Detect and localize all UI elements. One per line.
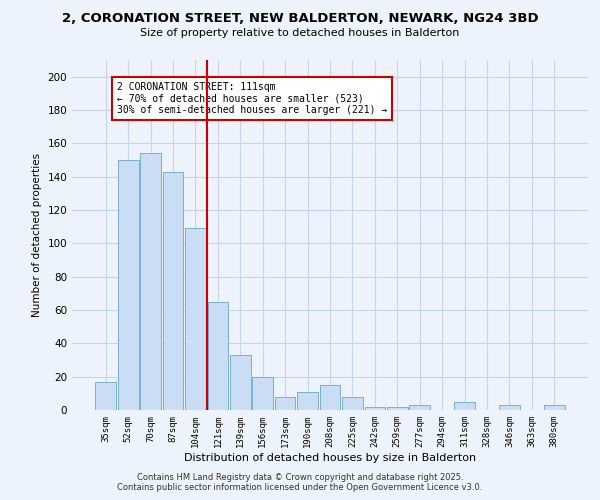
- Bar: [544, 405, 565, 410]
- Bar: [253, 376, 273, 410]
- Text: Size of property relative to detached houses in Balderton: Size of property relative to detached ho…: [140, 28, 460, 38]
- Bar: [95, 382, 116, 410]
- Bar: [185, 228, 206, 410]
- Bar: [208, 302, 228, 410]
- Bar: [320, 385, 340, 410]
- Bar: [499, 405, 520, 410]
- Bar: [409, 405, 430, 410]
- Bar: [297, 392, 318, 410]
- X-axis label: Distribution of detached houses by size in Balderton: Distribution of detached houses by size …: [184, 452, 476, 462]
- Bar: [342, 396, 363, 410]
- Text: Contains HM Land Registry data © Crown copyright and database right 2025.
Contai: Contains HM Land Registry data © Crown c…: [118, 473, 482, 492]
- Bar: [365, 406, 385, 410]
- Bar: [230, 355, 251, 410]
- Y-axis label: Number of detached properties: Number of detached properties: [32, 153, 42, 317]
- Text: 2 CORONATION STREET: 111sqm
← 70% of detached houses are smaller (523)
30% of se: 2 CORONATION STREET: 111sqm ← 70% of det…: [117, 82, 387, 115]
- Bar: [275, 396, 295, 410]
- Text: 2, CORONATION STREET, NEW BALDERTON, NEWARK, NG24 3BD: 2, CORONATION STREET, NEW BALDERTON, NEW…: [62, 12, 538, 26]
- Bar: [454, 402, 475, 410]
- Bar: [118, 160, 139, 410]
- Bar: [163, 172, 184, 410]
- Bar: [387, 406, 407, 410]
- Bar: [140, 154, 161, 410]
